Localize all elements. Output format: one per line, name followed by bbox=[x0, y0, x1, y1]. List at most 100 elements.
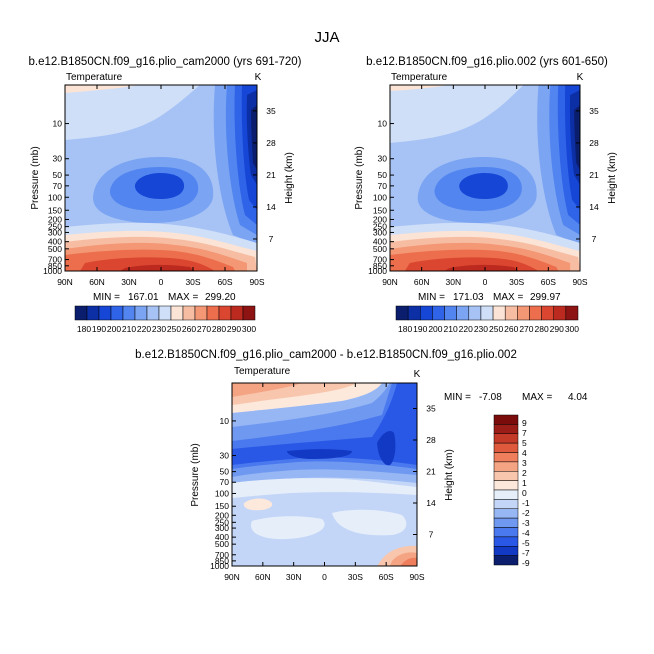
tropical-cold-core bbox=[134, 173, 185, 199]
panel-cam2000-xticks: 90N 60N 30N 0 30S 60S 90S bbox=[57, 85, 265, 287]
panel-plio002-colorbar: 180 190 200 210 220 230 250 260 270 280 290 300 bbox=[395, 305, 579, 334]
colorbar-label: 230 bbox=[474, 324, 488, 334]
colorbar-swatch bbox=[493, 508, 519, 519]
upper-warm-band-inner bbox=[65, 85, 140, 93]
colorbar-swatch bbox=[480, 305, 494, 321]
x-tick-label: 30S bbox=[348, 572, 363, 582]
panel-cam2000-min-value: 167.01 bbox=[128, 292, 159, 303]
season-title: JJA bbox=[314, 29, 339, 46]
colorbar-swatch bbox=[493, 424, 519, 434]
negative-core-1 bbox=[287, 449, 352, 459]
x-tick-label: 60S bbox=[541, 277, 556, 287]
colorbar-swatch bbox=[493, 471, 519, 481]
y-tick-label: 1000 bbox=[210, 561, 229, 571]
colorbar-swatch bbox=[493, 517, 519, 528]
colorbar-label: -5 bbox=[522, 538, 530, 548]
panel-cam2000-max-label: MAX = bbox=[168, 292, 198, 303]
lower-light-region bbox=[332, 509, 407, 536]
panel-plio002-xticks: 90N 60N 30N 0 30S 60S 90S bbox=[382, 85, 588, 287]
colorbar-swatch bbox=[493, 489, 519, 500]
y-tick-label: 400 bbox=[373, 237, 387, 247]
y-tick-label: 100 bbox=[373, 192, 387, 202]
panel-plio002-title: b.e12.B1850CN.f09_g16.plio.002 (yrs 601-… bbox=[366, 56, 608, 68]
panel-plio002-max-value: 299.97 bbox=[530, 292, 561, 303]
colorbar-swatch bbox=[493, 480, 519, 491]
colorbar-swatch bbox=[86, 305, 100, 321]
panel-plio002-units: K bbox=[577, 72, 584, 83]
colorbar-label: -1 bbox=[522, 498, 530, 508]
panel-difference-title: b.e12.B1850CN.f09_g16.plio_cam2000 - b.e… bbox=[135, 349, 517, 361]
panel-plio002-contour-field bbox=[390, 85, 580, 271]
lower-band-7 bbox=[120, 264, 195, 271]
x-tick-label: 30S bbox=[509, 277, 524, 287]
colorbar-swatch bbox=[134, 305, 148, 321]
colorbar-label: 290 bbox=[550, 324, 564, 334]
panel-cam2000-contour-field bbox=[65, 85, 257, 271]
colorbar-swatch bbox=[110, 305, 124, 321]
panel-difference-min-label: MIN = bbox=[444, 392, 471, 403]
panel-difference-max-label: MAX = bbox=[522, 392, 552, 403]
panel-difference-y2ticks: 7 14 21 28 35 bbox=[413, 403, 436, 539]
y-tick-label: 10 bbox=[220, 416, 230, 426]
y-tick-label: 70 bbox=[220, 477, 230, 487]
panel-cam2000-colorbar: 180 190 200 210 220 230 250 260 270 280 290 300 bbox=[74, 305, 256, 334]
colorbar-label: -2 bbox=[522, 508, 530, 518]
panel-difference-max-value: 4.04 bbox=[568, 392, 588, 403]
y-tick-label: 50 bbox=[220, 467, 230, 477]
y-tick-label: 200 bbox=[373, 214, 387, 224]
colorbar-swatch bbox=[98, 305, 112, 321]
panel-difference-units: K bbox=[414, 369, 421, 380]
y-tick-label: 400 bbox=[48, 237, 62, 247]
colorbar-label: 250 bbox=[167, 324, 181, 334]
x-tick-label: 60N bbox=[89, 277, 105, 287]
colorbar-label: 260 bbox=[182, 324, 196, 334]
negative-core-2 bbox=[377, 431, 396, 466]
lower-band-7 bbox=[444, 264, 519, 271]
colorbar-label: 180 bbox=[77, 324, 91, 334]
y-tick-label: 1000 bbox=[43, 266, 62, 276]
panel-plio002-min-value: 171.03 bbox=[453, 292, 484, 303]
colorbar-swatch bbox=[74, 305, 88, 321]
panel-cam2000-units: K bbox=[255, 72, 262, 83]
colorbar-label: 260 bbox=[504, 324, 518, 334]
y-tick-label: 400 bbox=[215, 532, 229, 542]
colorbar-label: 210 bbox=[122, 324, 136, 334]
polar-cold-6 bbox=[251, 105, 257, 170]
colorbar-label: 3 bbox=[522, 458, 527, 468]
y-tick-label: 150 bbox=[373, 205, 387, 215]
colorbar-swatch bbox=[493, 527, 519, 538]
y-tick-label: 300 bbox=[215, 523, 229, 533]
y2-tick-label: 28 bbox=[426, 435, 436, 445]
y2-tick-label: 14 bbox=[426, 498, 436, 508]
panel-plio002-ylabel: Pressure (mb) bbox=[354, 146, 365, 209]
y-tick-label: 300 bbox=[373, 227, 387, 237]
y2-tick-label: 7 bbox=[429, 529, 434, 539]
colorbar-swatch bbox=[407, 305, 421, 321]
colorbar-label: 280 bbox=[212, 324, 226, 334]
panel-plio002-max-label: MAX = bbox=[493, 292, 523, 303]
y-tick-label: 50 bbox=[378, 170, 388, 180]
colorbar-label: 190 bbox=[92, 324, 106, 334]
colorbar-swatch bbox=[541, 305, 554, 321]
y2-tick-label: 35 bbox=[266, 106, 276, 116]
colorbar-label: 230 bbox=[152, 324, 166, 334]
panel-cam2000-title: b.e12.B1850CN.f09_g16.plio_cam2000 (yrs … bbox=[29, 56, 302, 68]
colorbar-swatch bbox=[456, 305, 470, 321]
panel-cam2000-y2ticks: 7 14 21 28 35 bbox=[253, 106, 276, 244]
colorbar-label: 0 bbox=[522, 488, 527, 498]
colorbar-label: 9 bbox=[522, 418, 527, 428]
panel-cam2000-max-value: 299.20 bbox=[205, 292, 236, 303]
x-tick-label: 60S bbox=[217, 277, 232, 287]
panel-difference-contour-field bbox=[232, 383, 417, 566]
y-tick-label: 10 bbox=[378, 119, 388, 129]
colorbar-label: -9 bbox=[522, 558, 530, 568]
mid-light-band bbox=[232, 478, 417, 498]
panel-cam2000-subtitle: Temperature bbox=[66, 72, 123, 83]
panel-plio002: b.e12.B1850CN.f09_g16.plio.002 (yrs 601-… bbox=[354, 56, 618, 334]
colorbar-swatch bbox=[493, 452, 519, 463]
y2-tick-label: 7 bbox=[592, 234, 597, 244]
y-tick-label: 250 bbox=[215, 517, 229, 527]
